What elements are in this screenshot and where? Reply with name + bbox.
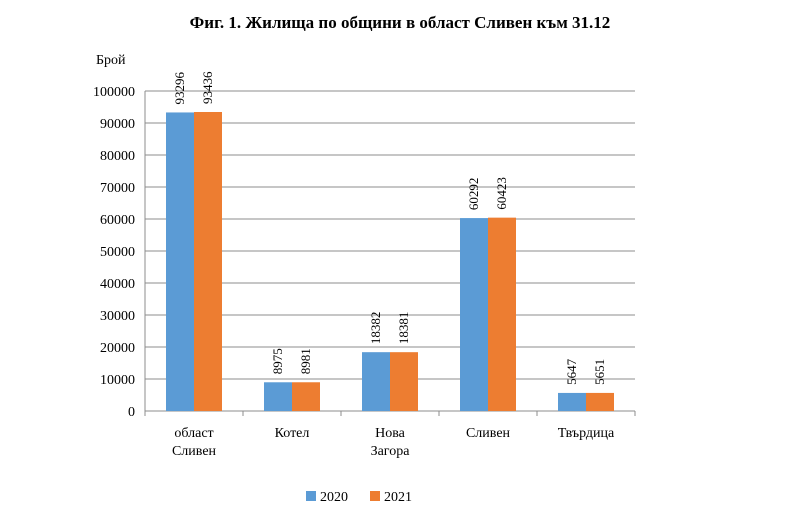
legend: 2020 2021: [306, 490, 412, 505]
legend-label: 2021: [384, 490, 412, 505]
y-tick-label: 20000: [100, 341, 135, 356]
y-tick-label: 90000: [100, 117, 135, 132]
chart-title: Фиг. 1. Жилища по общини в област Сливен…: [190, 13, 611, 32]
y-tick-label: 80000: [100, 149, 135, 164]
bar: [390, 352, 418, 411]
data-label: 8981: [298, 348, 313, 374]
x-category-label: Котел: [275, 426, 310, 441]
x-category-labels: област Сливен Котел Нова Загора Сливен Твърдиц…: [172, 426, 615, 459]
y-tick-label: 100000: [93, 85, 135, 100]
gridlines: [145, 90, 635, 380]
legend-label: 2020: [320, 490, 348, 505]
x-category-label: област Сливен: [172, 426, 217, 459]
y-tick-label: 40000: [100, 277, 135, 292]
legend-swatch: [370, 491, 380, 501]
y-axis-label: Брой: [96, 53, 126, 68]
y-tick-label: 60000: [100, 213, 135, 228]
y-tick-label: 0: [128, 405, 135, 420]
y-tick-label: 50000: [100, 245, 135, 260]
data-label: 93436: [200, 71, 215, 104]
bar: [166, 112, 194, 412]
data-label: 18381: [396, 312, 411, 345]
x-category-label: Сливен: [466, 426, 511, 441]
data-label: 18382: [368, 312, 383, 345]
data-label: 5651: [592, 359, 607, 385]
data-label: 60292: [466, 178, 481, 211]
y-tick-label: 10000: [100, 373, 135, 388]
bar: [264, 382, 292, 411]
data-label: 5647: [564, 358, 579, 385]
bar: [488, 217, 516, 411]
bar: [586, 392, 614, 411]
bar: [460, 218, 488, 411]
y-tick-label: 70000: [100, 181, 135, 196]
bar: [194, 112, 222, 412]
data-label: 60423: [494, 177, 509, 210]
x-category-label: Нова Загора: [371, 426, 411, 459]
y-tick-label: 30000: [100, 309, 135, 324]
legend-swatch: [306, 491, 316, 501]
x-category-label: Твърдица: [558, 426, 615, 441]
bars: [166, 112, 614, 412]
y-tick-labels: 0 10000 20000 30000 40000 50000 60000 70000 8000…: [93, 85, 135, 420]
bar: [558, 392, 586, 411]
bar: [292, 382, 320, 411]
data-label: 8975: [270, 348, 285, 374]
data-label: 93296: [172, 71, 187, 104]
bar: [362, 352, 390, 411]
data-labels: 93296 93436 8975 8981 18382 18381 60292 60423 56…: [172, 71, 607, 385]
